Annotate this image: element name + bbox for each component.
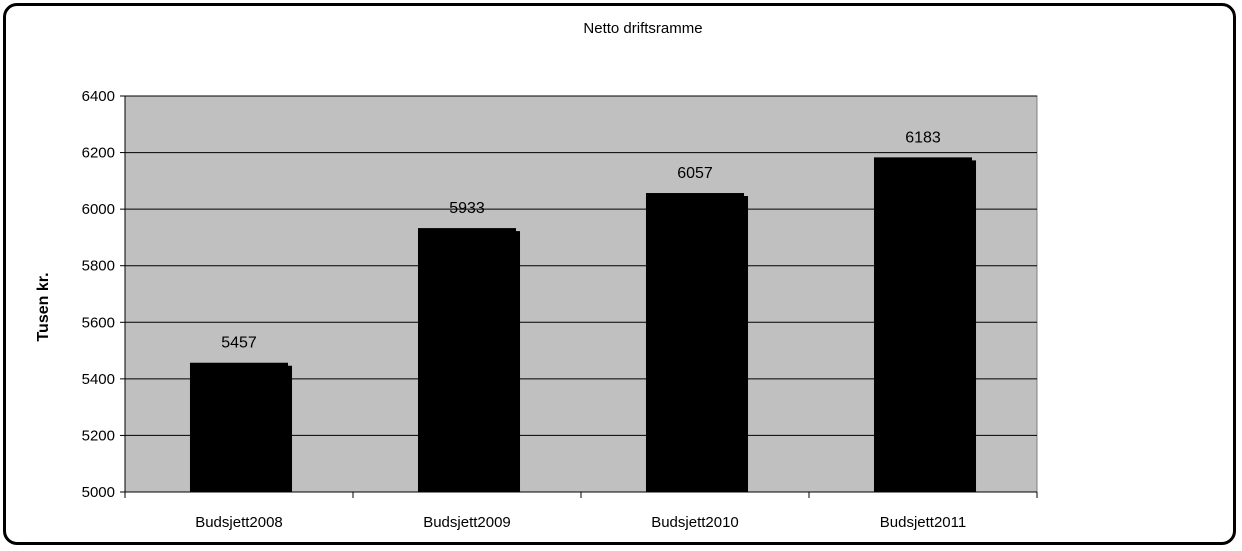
y-tick-label: 6200 [82,145,115,162]
data-label: 5933 [449,200,485,217]
x-tick-label: Budsjett2011 [880,514,966,531]
y-tick-label: 5200 [82,427,115,444]
y-axis-label: Tusen kr. [35,272,52,341]
bar [645,193,745,492]
bar [417,228,517,492]
data-label: 6183 [905,129,941,146]
data-label: 5457 [221,335,257,352]
y-tick-label: 5600 [82,314,115,331]
plot-area: 5000 5200 5400 5600 5800 6000 6200 6400 5457 Buds… [82,88,1038,531]
y-tick-label: 5800 [82,258,115,275]
y-tick-label: 5000 [82,484,115,501]
bar [873,157,973,492]
y-tick-label: 6000 [82,201,115,218]
y-tick-label: 5400 [82,371,115,388]
chart-title: Netto driftsramme [583,20,702,37]
x-tick-label: Budsjett2009 [423,514,511,531]
x-tick-label: Budsjett2010 [651,514,739,531]
y-tick-label: 6400 [82,88,115,105]
bar [189,362,289,492]
x-tick-label: Budsjett2008 [195,514,283,531]
data-label: 6057 [677,165,713,182]
